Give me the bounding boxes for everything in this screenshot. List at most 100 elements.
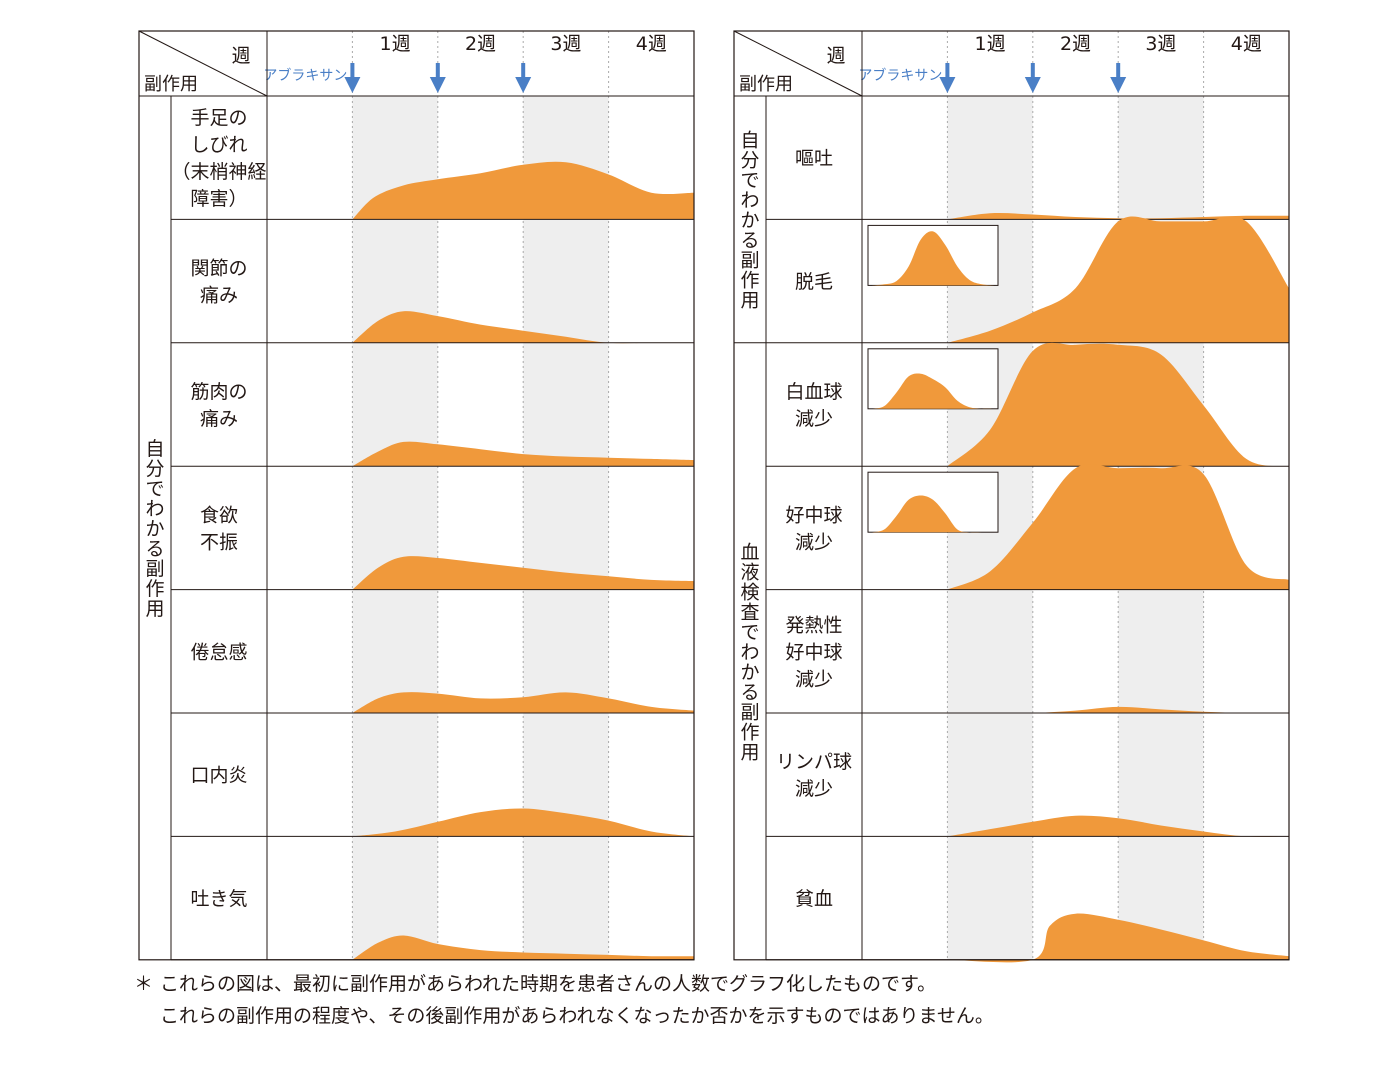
series-area: [947, 815, 1289, 837]
figure: 手足のしびれ（末梢神経障害）関節の痛み筋肉の痛み食欲不振倦怠感口内炎吐き気自分で…: [138, 30, 1290, 963]
series-1-4: [352, 556, 694, 590]
row-label: 手足の: [190, 107, 247, 129]
header-week-label: 週: [231, 45, 250, 67]
row-label: 好中球: [785, 504, 842, 526]
row-label: 脱毛: [795, 271, 833, 293]
dose-arrow: [1110, 63, 1127, 93]
series-1-3: [352, 441, 694, 467]
row-label: 倦怠感: [190, 641, 247, 663]
series-area: [947, 706, 1289, 714]
week-label: 3週: [1145, 33, 1176, 55]
row-label: しびれ: [190, 134, 247, 156]
row-label: 痛み: [200, 408, 238, 430]
week-label: 1週: [380, 33, 411, 55]
week-label: 3週: [550, 33, 581, 55]
series-1-6: [352, 808, 694, 837]
row-label: 食欲: [200, 504, 238, 526]
row-label: 貧血: [795, 888, 833, 910]
dose-arrow-shaft: [945, 63, 950, 79]
series-area: [352, 311, 694, 344]
week-band-1: [352, 96, 438, 960]
dose-arrow-shaft: [1116, 63, 1121, 79]
week-label: 4週: [636, 33, 667, 55]
series-1-1: [352, 161, 694, 220]
row-label: 障害）: [190, 188, 247, 210]
series-area: [947, 464, 1289, 590]
dose-arrow-shaft: [435, 63, 440, 79]
dose-arrow-head: [515, 77, 532, 93]
dose-arrow-head: [1024, 77, 1041, 93]
row-label: 減少: [795, 778, 833, 800]
dose-arrow-shaft: [521, 63, 526, 79]
row-label: 好中球: [785, 641, 842, 663]
row-label: 関節の: [190, 258, 247, 280]
series-area: [352, 935, 694, 960]
row-label: リンパ球: [776, 751, 852, 773]
row-label: 白血球: [785, 381, 842, 403]
row-label: 減少: [795, 531, 833, 553]
series-area: [947, 216, 1289, 343]
series-2-7: [947, 913, 1289, 963]
header-diagonal: [138, 30, 268, 97]
series-2-6: [947, 815, 1289, 837]
row-label: 減少: [795, 408, 833, 430]
dose-arrow: [515, 63, 532, 93]
series-area: [947, 342, 1289, 467]
dose-arrow-head: [429, 77, 446, 93]
header-effect-label: 副作用: [739, 74, 793, 95]
drug-label: アブラキサン: [858, 67, 942, 84]
week-label: 2週: [465, 33, 496, 55]
dose-arrow: [1024, 63, 1041, 93]
week-label: 2週: [1060, 33, 1091, 55]
row-label: （末梢神経: [171, 161, 266, 183]
inset-area: [872, 373, 994, 409]
dose-arrow-head: [939, 77, 956, 93]
footnote-line-2: これらの副作用の程度や、その後副作用があらわれなくなったか否かを示すものではあり…: [160, 1005, 994, 1027]
header-week-label: 週: [826, 45, 845, 67]
series-2-5: [947, 706, 1289, 714]
series-area: [947, 213, 1289, 220]
series-area: [352, 692, 694, 713]
series-1-7: [352, 935, 694, 960]
week-label: 1週: [975, 33, 1006, 55]
dose-arrow-shaft: [1030, 63, 1035, 79]
dose-arrow: [939, 63, 956, 93]
series-2-4: [867, 464, 1289, 590]
dose-arrow: [344, 63, 361, 93]
panel-1: 手足のしびれ（末梢神経障害）関節の痛み筋肉の痛み食欲不振倦怠感口内炎吐き気自分で…: [138, 30, 695, 961]
row-label: 不振: [200, 531, 238, 553]
row-label: 発熱性: [785, 614, 842, 636]
dose-arrow: [429, 63, 446, 93]
drug-label: アブラキサン: [263, 67, 347, 84]
panel-border: [733, 30, 1290, 961]
panel-2: 嘔吐脱毛白血球減少好中球減少発熱性好中球減少リンパ球減少貧血自分でわかる副作用血…: [733, 30, 1290, 963]
series-area: [947, 913, 1289, 963]
row-label: 減少: [795, 668, 833, 690]
series-2-2: [867, 216, 1289, 343]
week-label: 4週: [1231, 33, 1262, 55]
dose-arrow-head: [344, 77, 361, 93]
panel-border: [138, 30, 695, 961]
footnote-line-1: これらの図は、最初に副作用があらわれた時期を患者さんの人数でグラフ化したものです…: [160, 973, 937, 995]
group-label: 血液検査でわかる副作用: [740, 541, 759, 763]
series-2-1: [947, 213, 1289, 220]
row-label: 口内炎: [190, 765, 247, 787]
inset-area: [872, 231, 994, 286]
series-2-3: [867, 342, 1289, 467]
dose-arrow-shaft: [350, 63, 355, 79]
row-label: 筋肉の: [190, 381, 247, 403]
header-effect-label: 副作用: [144, 74, 198, 95]
series-area: [352, 556, 694, 590]
group-label: 自分でわかる副作用: [740, 129, 759, 311]
group-label: 自分でわかる副作用: [145, 438, 164, 620]
row-label: 嘔吐: [795, 148, 833, 170]
series-1-5: [352, 692, 694, 713]
series-1-2: [352, 311, 694, 344]
row-label: 吐き気: [190, 888, 247, 910]
series-area: [352, 808, 694, 837]
series-area: [352, 161, 694, 220]
row-label: 痛み: [200, 285, 238, 307]
inset-area: [872, 495, 994, 533]
footnote-mark: ＊: [134, 973, 154, 995]
header-diagonal: [733, 30, 863, 97]
